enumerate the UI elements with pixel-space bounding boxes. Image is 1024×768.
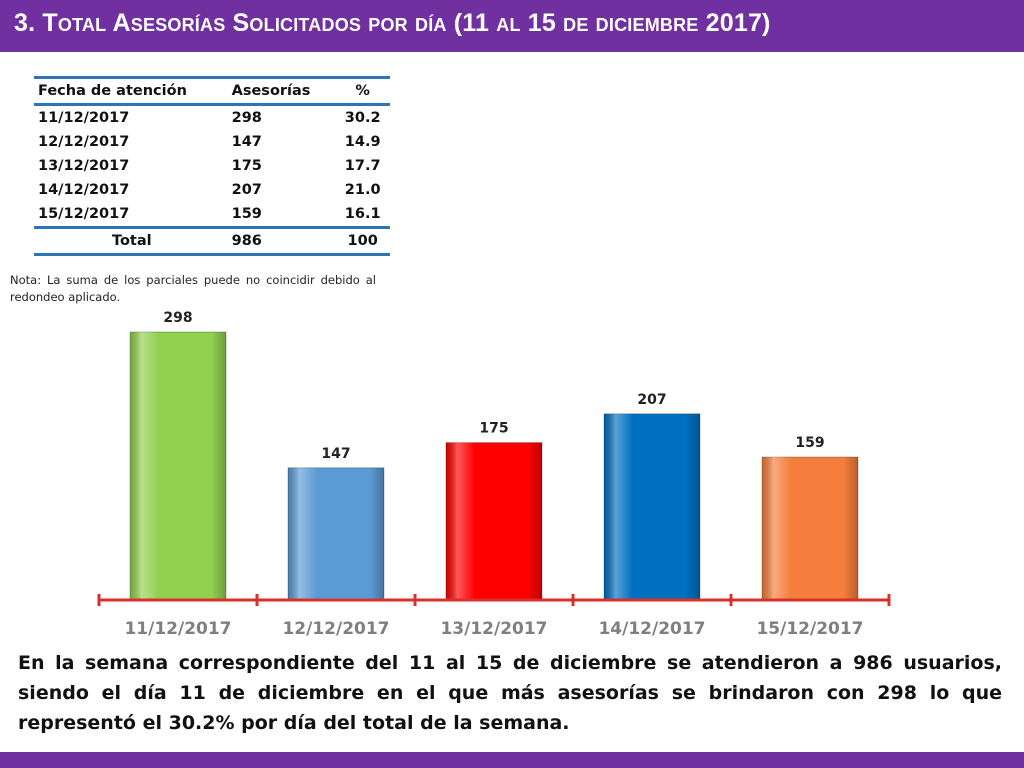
category-label: 13/12/2017: [440, 619, 547, 639]
data-label: 159: [795, 435, 824, 451]
bar-shading: [288, 467, 384, 600]
cell-percent: 14.9: [344, 134, 381, 150]
bar-shading: [762, 457, 858, 600]
table-row: 11/12/2017 298 30.2: [34, 105, 390, 131]
cell-date: 13/12/2017: [38, 158, 130, 174]
bar-chart: 298 11/12/2017 147 12/12/2017 175 13/12/2017 2…: [97, 310, 891, 639]
header-fecha: Fecha de atención: [38, 83, 187, 99]
data-label: 298: [163, 310, 192, 326]
cell-count: 298: [231, 110, 262, 126]
cell-count: 207: [231, 182, 262, 198]
summary-paragraph: En la semana correspondiente del 11 al 1…: [18, 652, 1002, 734]
cell-date: 15/12/2017: [38, 206, 130, 222]
table-row: 13/12/2017 175 17.7: [34, 154, 390, 178]
table-row: 12/12/2017 147 14.9: [34, 130, 390, 154]
bar-shading: [130, 332, 226, 600]
slide-title: 3. Total Asesorías Solicitados por día (…: [14, 9, 771, 37]
footnote: Nota: La suma de los parciales puede no …: [10, 273, 376, 304]
cell-date: 14/12/2017: [38, 182, 130, 198]
bottom-bar: [0, 752, 1024, 768]
total-count: 986: [231, 233, 262, 249]
category-label: 15/12/2017: [756, 619, 863, 639]
header-percent: %: [355, 83, 370, 99]
table-row: 14/12/2017 207 21.0: [34, 178, 390, 202]
cell-date: 12/12/2017: [38, 134, 130, 150]
cell-percent: 30.2: [344, 110, 381, 126]
title-bar: 3. Total Asesorías Solicitados por día (…: [0, 0, 1024, 52]
cell-percent: 16.1: [344, 206, 381, 222]
category-label: 11/12/2017: [124, 619, 231, 639]
total-percent: 100: [347, 233, 378, 249]
category-label: 12/12/2017: [282, 619, 389, 639]
cell-count: 147: [231, 134, 262, 150]
total-label: Total: [112, 233, 152, 249]
table-header-row: Fecha de atención Asesorías %: [34, 77, 390, 105]
cell-percent: 21.0: [344, 182, 381, 198]
bar-shading: [604, 413, 700, 600]
header-asesorias: Asesorías: [231, 83, 311, 99]
data-label: 175: [479, 421, 508, 437]
table-total-row: Total 986 100: [34, 227, 390, 255]
cell-date: 11/12/2017: [38, 110, 130, 126]
cell-count: 175: [231, 158, 262, 174]
cell-percent: 17.7: [344, 158, 381, 174]
data-label: 147: [321, 446, 350, 462]
data-label: 207: [637, 392, 666, 408]
asesorias-table: Fecha de atención Asesorías % 11/12/2017…: [34, 76, 390, 256]
cell-count: 159: [231, 206, 262, 222]
category-label: 14/12/2017: [598, 619, 705, 639]
table-row: 15/12/2017 159 16.1: [34, 202, 390, 228]
bar-shading: [446, 442, 542, 600]
